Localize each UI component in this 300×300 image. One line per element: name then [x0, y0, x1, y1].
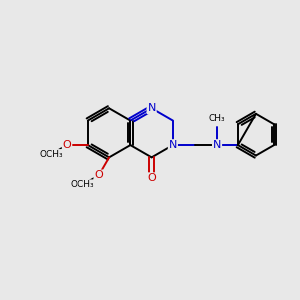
Text: O: O [63, 140, 71, 150]
Text: O: O [94, 170, 103, 180]
Text: N: N [147, 103, 156, 113]
Text: N: N [169, 140, 177, 150]
Text: OCH₃: OCH₃ [71, 180, 94, 189]
Text: N: N [213, 140, 221, 150]
Text: CH₃: CH₃ [209, 114, 225, 123]
Text: OCH₃: OCH₃ [39, 150, 63, 159]
Text: O: O [147, 173, 156, 183]
